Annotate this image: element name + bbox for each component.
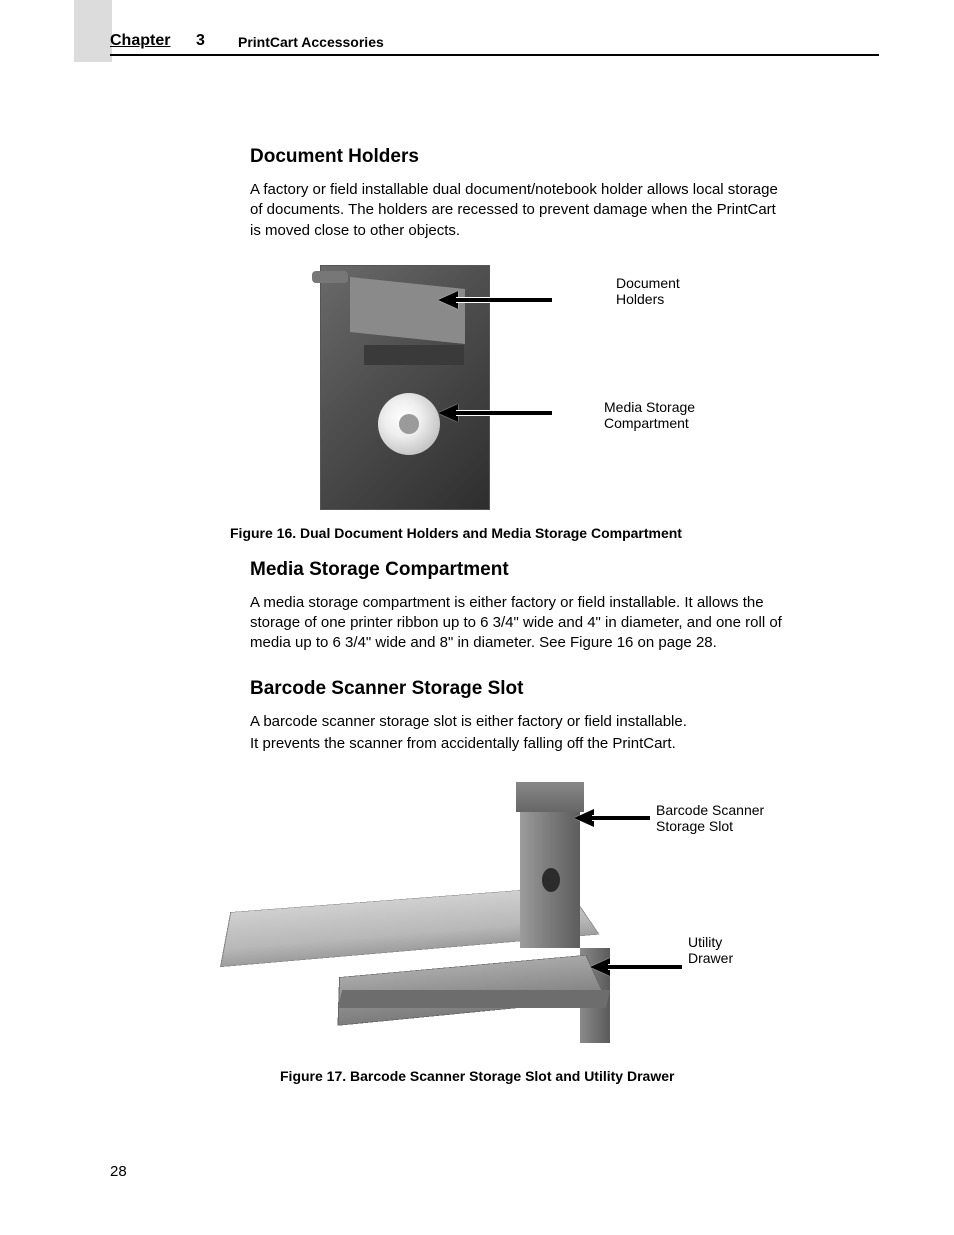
recess-shape [364,345,464,365]
page-header: Chapter 3 PrintCart Accessories [110,34,879,56]
chapter-number-highlight [74,0,112,62]
paragraph-barcode-slot-1: A barcode scanner storage slot is either… [250,712,790,732]
callout-document-holders: DocumentHolders [616,275,680,307]
chapter-number: 3 [196,32,205,50]
chapter-label: Chapter [110,32,170,50]
page: Chapter 3 PrintCart Accessories Document… [0,0,954,1235]
figure-16-illustration: DocumentHolders Media StorageCompartment [320,265,740,515]
content-column: Document Holders A factory or field inst… [250,146,790,1084]
utility-drawer-front [338,990,610,1008]
section-heading-media-storage: Media Storage Compartment [250,559,790,581]
document-slot-shape [350,277,465,344]
figure-17: Barcode ScannerStorage Slot UtilityDrawe… [230,778,790,1058]
figure-16-caption: Figure 16. Dual Document Holders and Med… [230,525,790,541]
figure-16: DocumentHolders Media StorageCompartment [230,265,790,515]
callout-scanner-slot: Barcode ScannerStorage Slot [656,802,764,834]
paragraph-document-holders: A factory or field installable dual docu… [250,180,790,241]
figure-17-caption: Figure 17. Barcode Scanner Storage Slot … [280,1068,790,1084]
figure-17-illustration: Barcode ScannerStorage Slot UtilityDrawe… [220,778,780,1058]
paragraph-media-storage: A media storage compartment is either fa… [250,593,790,654]
section-heading-document-holders: Document Holders [250,146,790,168]
media-roll-core [399,414,419,434]
chapter-subtitle: PrintCart Accessories [238,34,384,50]
scanner-column-cap [516,782,584,812]
page-number: 28 [110,1163,127,1180]
handle-shape [312,271,348,283]
callout-media-storage: Media StorageCompartment [604,399,695,431]
callout-utility-drawer: UtilityDrawer [688,934,733,966]
section-heading-barcode-slot: Barcode Scanner Storage Slot [250,678,790,700]
paragraph-barcode-slot-2: It prevents the scanner from accidentall… [250,734,790,754]
scanner-column-hole [542,868,560,892]
